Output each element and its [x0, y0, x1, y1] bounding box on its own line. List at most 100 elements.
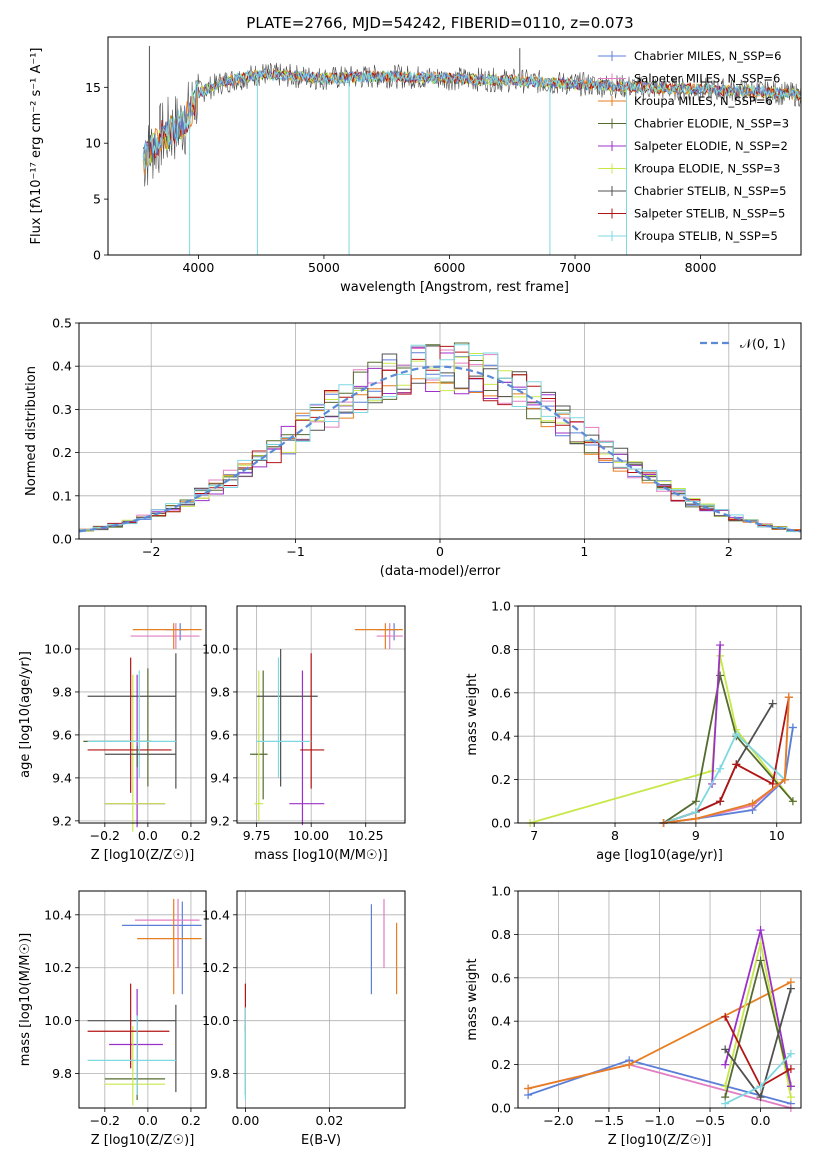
mass_vs_Z-chart: −0.2 0.0 0.2 9.8 10.0 10.2 10.4 Z [log10(Z/Z☉)]… [18, 890, 207, 1148]
series-marker [788, 723, 797, 732]
series-marker [786, 1064, 795, 1073]
y-tick-label: 0.4 [52, 359, 72, 374]
data-point-chabrier_stelib [104, 745, 176, 768]
series-marker [756, 1082, 765, 1091]
y-tick-label: 0.6 [491, 685, 511, 700]
legend-label: Salpeter ELODIE, N_SSP=2 [634, 139, 788, 153]
axes-frame [517, 890, 802, 1109]
weight_vs_age-chart: 7 8 9 10 0.0 0.2 0.4 0.6 0.8 1.0 age [log10(age/yr… [465, 599, 802, 863]
series-marker [786, 984, 795, 993]
age_vs_mass-chart: 9.75 10.00 10.25 9.2 9.4 9.6 9.8 10.0 mass [log1… [202, 605, 406, 863]
y-tick-label: 9.8 [210, 684, 230, 699]
y-axis-label: age [log10(age/yr)] [18, 651, 33, 778]
y-tick-label: 15 [85, 80, 101, 95]
series-line-salpeter_stelib [663, 696, 790, 824]
x-tick-label: 10 [769, 828, 785, 843]
legend-label: Chabrier MILES, N_SSP=6 [634, 49, 781, 63]
y-tick-label: 0 [93, 248, 101, 263]
x-tick-label: −0.2 [90, 1113, 120, 1128]
y-tick-label: 0.3 [52, 402, 72, 417]
y-tick-label: 9.2 [210, 813, 230, 828]
y-tick-label: 0.5 [52, 316, 72, 331]
x-tick-label: −2.0 [543, 1113, 573, 1128]
x-tick-label: 0.0 [138, 828, 158, 843]
legend-label: 𝒩(0, 1) [740, 336, 786, 351]
x-tick-label: −1 [286, 544, 304, 559]
y-tick-label: 0.4 [491, 1014, 511, 1029]
x-tick-label: 0.2 [181, 1113, 201, 1128]
x-tick-label: 0.0 [138, 1113, 158, 1128]
series-marker [756, 1093, 765, 1102]
data-point-kroupa_stelib [87, 1015, 176, 1095]
y-tick-label: 10.2 [202, 960, 230, 975]
y-tick-label: 10.0 [202, 1013, 230, 1028]
y-axis-label: mass weight [465, 673, 480, 755]
series-marker [691, 814, 700, 823]
x-axis-label: age [log10(age/yr)] [596, 848, 723, 863]
x-tick-label: 10.00 [293, 828, 329, 843]
data-point-salpeter_elodie [109, 988, 163, 1079]
series-marker [768, 699, 777, 708]
weight_vs_Z-chart: −2.0 −1.5 −1.0 −0.5 0.0 0.0 0.2 0.4 0.6 0.8 1.0 Z [… [465, 884, 802, 1148]
spectrum-chart: 4000 5000 6000 7000 8000 0 5 10 15 wavelength [An… [29, 14, 802, 295]
x-tick-label: −0.2 [90, 828, 120, 843]
y-tick-label: 9.4 [210, 770, 230, 785]
y-tick-label: 9.4 [52, 770, 72, 785]
x-tick-label: −1.0 [644, 1113, 674, 1128]
series-marker [788, 797, 797, 806]
legend-label: Kroupa STELIB, N_SSP=5 [634, 229, 778, 243]
series-marker [784, 693, 793, 702]
mass_vs_ebv-chart: 0.00 0.02 9.8 10.0 10.2 10.4 E(B-V) [202, 890, 406, 1148]
axes-frame [236, 890, 406, 1109]
spectrum-legend: Chabrier MILES, N_SSP=6 Salpeter MILES, N… [598, 49, 789, 243]
x-tick-label: 7 [530, 828, 538, 843]
y-tick-label: 9.8 [52, 1066, 72, 1081]
x-axis-label: E(B-V) [301, 1133, 341, 1148]
x-axis-label: Z [log10(Z/Z☉)] [91, 848, 195, 863]
axes-frame [78, 605, 207, 824]
x-tick-label: 0 [436, 544, 444, 559]
x-axis-label: Z [log10(Z/Z☉)] [608, 1133, 712, 1148]
series-line-chabrier_elodie [662, 675, 794, 824]
x-tick-label: 9.75 [243, 828, 271, 843]
legend-label: Salpeter STELIB, N_SSP=5 [634, 207, 785, 221]
legend-label: Salpeter MILES, N_SSP=6 [634, 72, 780, 86]
series-marker [524, 1084, 533, 1093]
gaussian-curve [79, 365, 801, 533]
data-point-salpeter_miles [130, 623, 200, 649]
x-tick-label: 2 [725, 544, 733, 559]
y-tick-label: 0.6 [491, 970, 511, 985]
series-marker [756, 926, 765, 935]
spectrum-series-chabrier_miles [142, 67, 801, 167]
series-marker [768, 779, 777, 788]
legend-label: Chabrier ELODIE, N_SSP=3 [634, 117, 789, 131]
x-tick-label: 5000 [308, 260, 340, 275]
data-point-chabrier_miles [376, 623, 399, 641]
data-point-kroupa_miles [132, 623, 202, 649]
x-tick-label: 1 [580, 544, 588, 559]
series-marker [786, 1082, 795, 1091]
y-tick-label: 0.1 [52, 488, 72, 503]
data-point-kroupa_miles [137, 898, 202, 995]
data-point-chabrier_elodie [83, 668, 153, 787]
y-tick-label: 0.0 [491, 816, 511, 831]
y-tick-label: 5 [93, 192, 101, 207]
data-point-kroupa_miles [354, 623, 403, 649]
spectrum-lines [142, 45, 801, 255]
y-tick-label: 10.4 [44, 907, 72, 922]
legend-label: Kroupa ELODIE, N_SSP=3 [634, 162, 780, 176]
data-point-kroupa_stelib [256, 657, 312, 778]
x-tick-label: 4000 [182, 260, 214, 275]
axes-frame [236, 605, 406, 824]
y-tick-label: 0.8 [491, 927, 511, 942]
series-marker [716, 797, 725, 806]
x-axis-label: mass [log10(M/M☉)] [254, 848, 387, 863]
x-tick-label: 9 [692, 828, 700, 843]
y-tick-label: 9.8 [52, 684, 72, 699]
x-tick-label: −0.5 [695, 1113, 725, 1128]
series-marker [786, 1049, 795, 1058]
histogram-lines [79, 342, 801, 534]
axes-frame [107, 36, 802, 256]
axes-frame [78, 890, 207, 1109]
y-tick-label: 1.0 [491, 599, 511, 614]
